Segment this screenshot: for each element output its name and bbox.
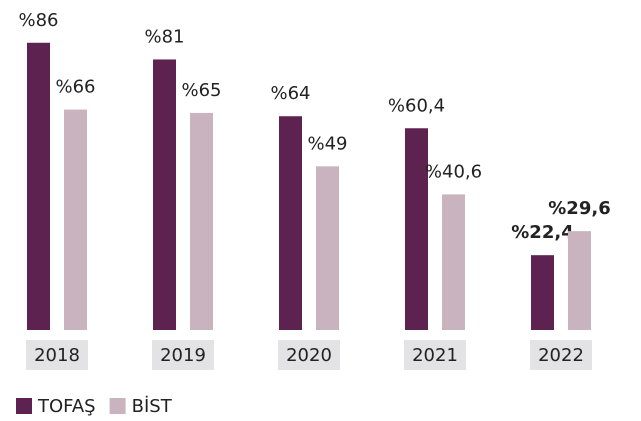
- category-box: [26, 340, 88, 370]
- value-label: %29,6: [548, 198, 610, 219]
- legend-label: BİST: [132, 396, 173, 417]
- value-label: %81: [144, 26, 184, 47]
- x-tick-label: 2022: [538, 345, 584, 366]
- category-box: [404, 340, 466, 370]
- value-label: %65: [181, 80, 221, 101]
- bar: [153, 59, 176, 331]
- x-tick-label: 2020: [286, 345, 332, 366]
- bar: [442, 194, 465, 330]
- bar: [568, 231, 591, 330]
- bar: [190, 112, 213, 331]
- value-label: %66: [55, 77, 95, 98]
- bar: [27, 42, 50, 330]
- x-tick-label: 2021: [412, 345, 458, 366]
- category-box: [152, 340, 214, 370]
- category-box: [530, 340, 592, 370]
- value-label: %86: [18, 10, 58, 31]
- value-label: %40,6: [425, 161, 482, 182]
- legend-swatch: [109, 398, 126, 414]
- bar: [279, 116, 302, 331]
- legend-label: TOFAŞ: [37, 396, 96, 417]
- legend-swatch: [16, 398, 32, 414]
- bar: [531, 255, 554, 330]
- x-tick-label: 2019: [160, 345, 206, 366]
- value-label: %22,4: [511, 222, 573, 243]
- bar: [316, 166, 339, 330]
- value-label: %64: [270, 83, 310, 104]
- bar: [64, 109, 87, 330]
- value-label: %60,4: [388, 95, 445, 116]
- x-tick-label: 2018: [34, 345, 80, 366]
- category-box: [278, 340, 340, 370]
- value-label: %49: [307, 133, 347, 154]
- bar: [405, 128, 428, 330]
